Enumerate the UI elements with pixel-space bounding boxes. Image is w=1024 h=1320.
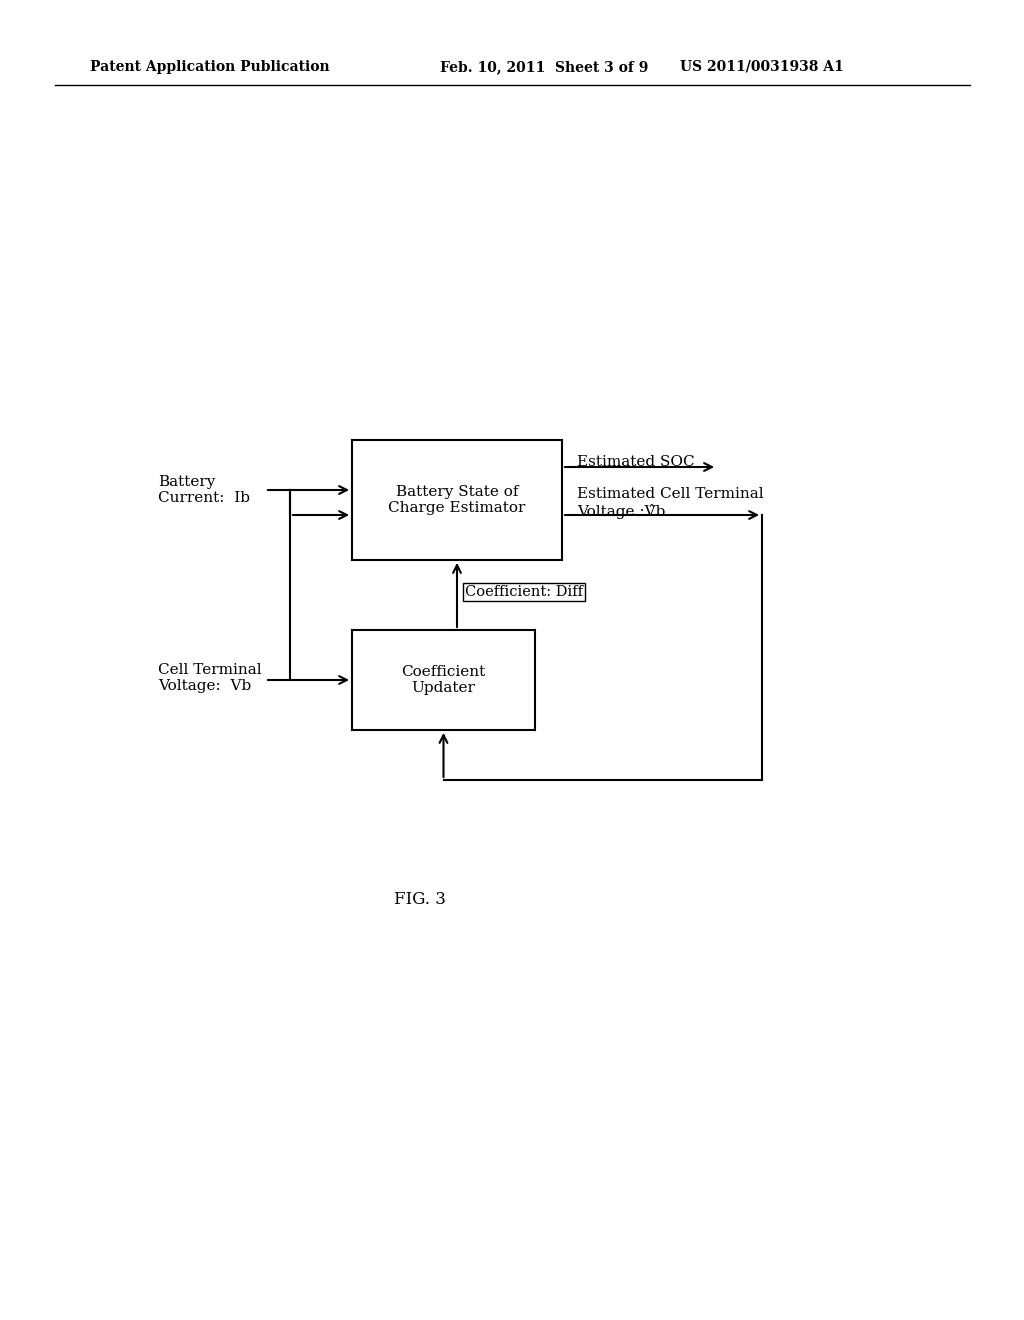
Text: Patent Application Publication: Patent Application Publication <box>90 59 330 74</box>
Text: Battery
Current:  Ib: Battery Current: Ib <box>158 475 250 506</box>
Text: Cell Terminal
Voltage:  Vb: Cell Terminal Voltage: Vb <box>158 663 261 693</box>
Text: FIG. 3: FIG. 3 <box>394 891 445 908</box>
Text: Coefficient
Updater: Coefficient Updater <box>401 665 485 696</box>
Text: Feb. 10, 2011  Sheet 3 of 9: Feb. 10, 2011 Sheet 3 of 9 <box>440 59 648 74</box>
Text: Estimated Cell Terminal
Voltage :V̂b: Estimated Cell Terminal Voltage :V̂b <box>577 487 764 519</box>
Text: US 2011/0031938 A1: US 2011/0031938 A1 <box>680 59 844 74</box>
Text: Estimated SOC: Estimated SOC <box>577 455 694 469</box>
FancyBboxPatch shape <box>352 630 535 730</box>
FancyBboxPatch shape <box>352 440 562 560</box>
Text: Battery State of
Charge Estimator: Battery State of Charge Estimator <box>388 484 525 515</box>
Text: Coefficient: Diff: Coefficient: Diff <box>465 585 583 599</box>
